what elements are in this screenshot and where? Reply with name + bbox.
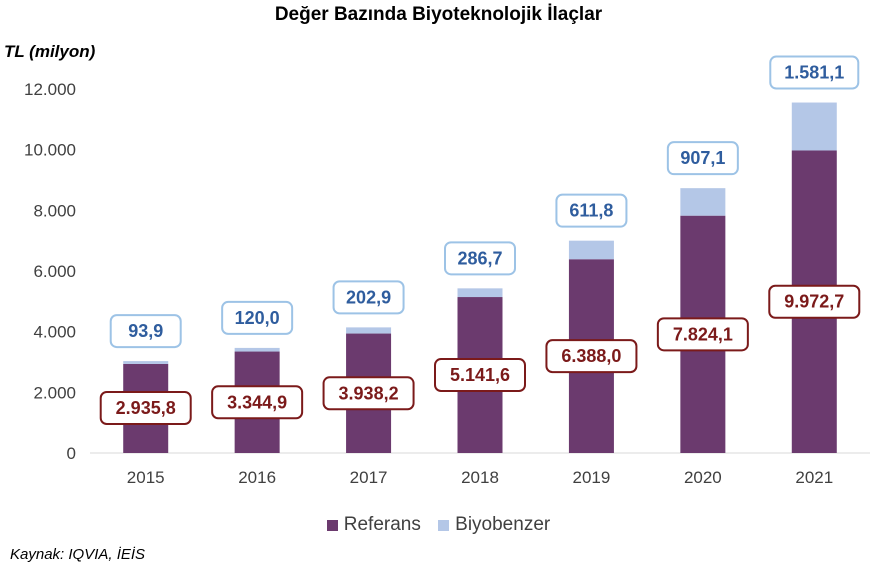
legend-swatch-referans	[326, 519, 338, 531]
data-label-biyobenzer: 286,7	[457, 248, 502, 268]
data-label-referans: 7.824,1	[673, 324, 733, 344]
y-tick-label: 12.000	[24, 80, 76, 99]
data-label-box-referans	[322, 376, 415, 411]
data-label-referans: 5.141,6	[450, 365, 510, 385]
data-label-referans: 3.938,2	[339, 383, 399, 403]
y-tick-label: 8.000	[33, 201, 76, 220]
data-label-box-referans	[656, 317, 749, 352]
bar-biyobenzer	[457, 288, 503, 298]
source-note: Kaynak: IQVIA, İEİS	[10, 546, 146, 563]
data-label-box-biyobenzer	[221, 300, 294, 335]
bar-biyobenzer	[234, 347, 280, 352]
data-label-referans: 3.344,9	[227, 392, 287, 412]
legend-label-referans: Referans	[343, 514, 421, 535]
data-label-referans: 6.388,0	[561, 346, 621, 366]
data-label-referans: 2.935,8	[116, 398, 176, 418]
chart-title: Değer Bazında Biyoteknolojik İlaçlar	[274, 4, 603, 25]
y-tick-label: 0	[67, 444, 76, 463]
x-tick-label: 2018	[461, 468, 499, 487]
legend: Referans Biyobenzer	[0, 514, 877, 537]
x-tick-label: 2017	[350, 468, 388, 487]
legend-swatch-biyobenzer	[438, 519, 450, 531]
data-label-box-biyobenzer	[332, 280, 405, 315]
y-tick-label: 4.000	[33, 323, 76, 342]
legend-label-biyobenzer: Biyobenzer	[455, 514, 551, 535]
y-axis-unit-label: TL (milyon)	[4, 42, 96, 61]
x-tick-label: 2016	[238, 468, 276, 487]
x-tick-label: 2019	[573, 468, 611, 487]
data-label-box-biyobenzer	[555, 193, 628, 228]
legend-item-referans: Referans	[326, 514, 421, 536]
bar-biyobenzer	[568, 240, 614, 260]
data-label-box-biyobenzer	[109, 314, 182, 349]
data-label-biyobenzer: 202,9	[346, 287, 391, 307]
data-label-box-biyobenzer	[444, 241, 516, 276]
y-tick-label: 2.000	[33, 383, 76, 402]
y-tick-label: 10.000	[24, 141, 76, 160]
legend-item-biyobenzer: Biyobenzer	[438, 514, 550, 536]
stacked-bar-chart: 0 2.000 4.000 6.000 8.000 10.000 12.000 2015 2.9…	[24, 55, 870, 487]
data-label-box-referans	[99, 391, 192, 425]
bar-biyobenzer	[791, 102, 837, 151]
data-label-referans: 9.972,7	[784, 292, 844, 312]
bar-biyobenzer	[680, 188, 726, 216]
data-label-biyobenzer: 120,0	[235, 308, 280, 328]
bar-biyobenzer	[346, 327, 392, 334]
data-label-box-biyobenzer	[769, 55, 860, 90]
bar-biyobenzer	[123, 361, 169, 364]
x-tick-label: 2015	[127, 468, 165, 487]
y-tick-label: 6.000	[33, 262, 76, 281]
data-label-biyobenzer: 907,1	[680, 148, 725, 168]
data-label-box-referans	[211, 385, 304, 420]
data-label-box-referans	[545, 339, 638, 374]
data-label-biyobenzer: 611,8	[569, 201, 613, 221]
data-label-box-referans	[768, 284, 861, 319]
data-label-box-biyobenzer	[666, 141, 739, 176]
data-label-box-referans	[434, 358, 526, 393]
data-label-biyobenzer: 1.581,1	[784, 63, 844, 83]
x-tick-label: 2020	[684, 468, 722, 487]
x-tick-label: 2021	[795, 468, 833, 487]
data-label-biyobenzer: 93,9	[128, 321, 163, 341]
